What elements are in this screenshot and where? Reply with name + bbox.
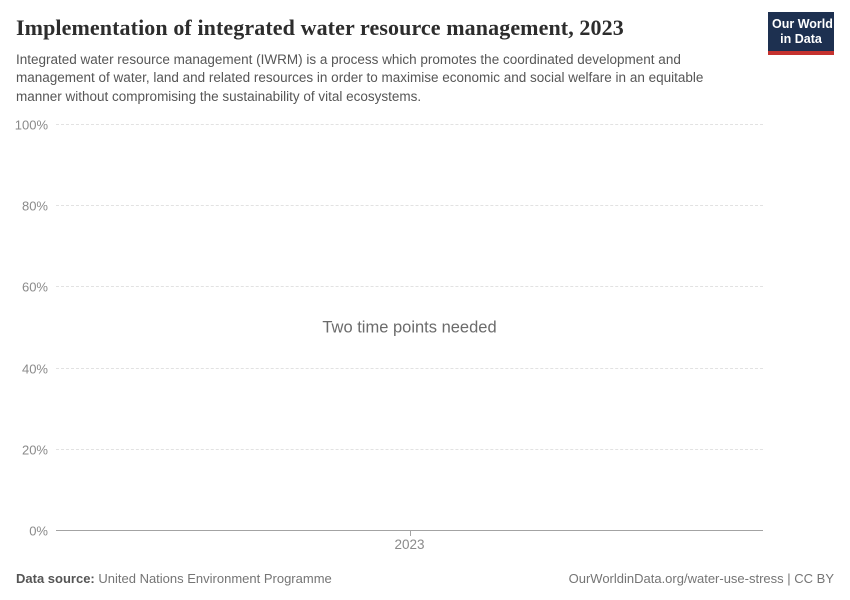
owid-logo-text-line2: in Data [780, 32, 822, 47]
page-title: Implementation of integrated water resou… [16, 15, 624, 40]
y-tick-label: 100% [14, 117, 48, 133]
chart-subtitle: Integrated water resource management (IW… [16, 52, 704, 104]
owid-logo[interactable]: Our World in Data [768, 12, 834, 55]
gridline [56, 205, 763, 207]
y-tick-label: 40% [21, 361, 48, 377]
plot-area: 2023 Two time points needed 0% 20% 40% 60% 8… [15, 118, 763, 552]
datasource-value: United Nations Environment Programme [98, 571, 332, 586]
x-tick-label: 2023 [394, 537, 425, 552]
y-tick-label: 20% [21, 442, 48, 458]
gridline [56, 286, 763, 288]
footer-datasource: Data source: United Nations Environment … [16, 571, 332, 586]
x-axis-line [56, 530, 763, 531]
gridline [56, 448, 763, 450]
owid-logo-text-line1: Our World [772, 17, 833, 31]
y-tick-label: 60% [21, 279, 48, 295]
datasource-label: Data source: [16, 571, 95, 586]
gridline [56, 367, 763, 369]
footer-link[interactable]: OurWorldinData.org/water-use-stress | CC… [568, 571, 834, 586]
x-axis-tick [409, 531, 411, 536]
empty-chart-message: Two time points needed [322, 318, 497, 337]
y-tick-label: 0% [29, 523, 48, 539]
gridline [56, 124, 763, 125]
y-tick-label: 80% [21, 198, 48, 214]
footer: Data source: United Nations Environment … [16, 571, 834, 586]
